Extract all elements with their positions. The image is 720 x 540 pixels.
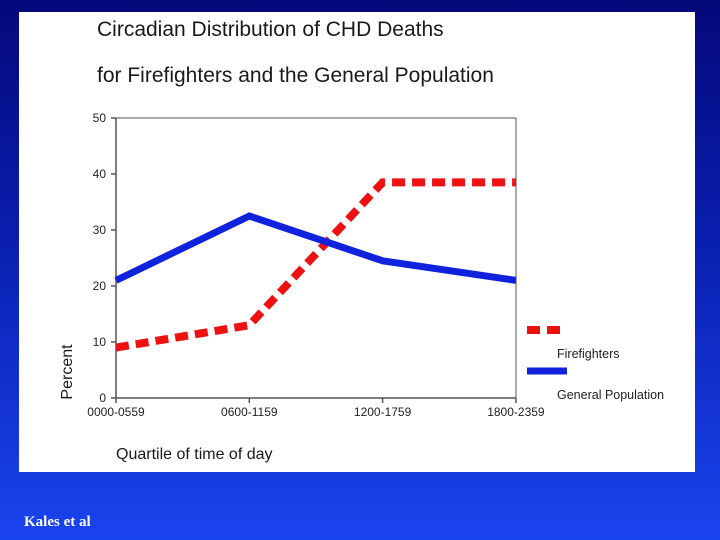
- series-line-firefighters: [115, 178, 516, 352]
- x-tick-label: 1800-2359: [487, 405, 545, 419]
- chart-title: Circadian Distribution of CHD Deaths: [97, 18, 444, 41]
- y-tick-label: 50: [93, 111, 107, 125]
- y-tick-label: 40: [93, 167, 107, 181]
- x-tick-label: 0000-0559: [87, 405, 145, 419]
- x-tick-label: 0600-1159: [221, 405, 278, 419]
- y-tick-label: 10: [93, 335, 107, 349]
- y-tick-label: 20: [93, 279, 107, 293]
- x-tick-label: 1200-1759: [354, 405, 412, 419]
- legend-label-firefighters: Firefighters: [557, 347, 620, 361]
- y-tick-label: 30: [93, 223, 107, 237]
- source-credit: Kales et al: [24, 514, 91, 530]
- chart-subtitle: for Firefighters and the General Populat…: [97, 64, 494, 87]
- y-tick-label: 0: [99, 391, 106, 405]
- y-axis-label: Percent: [59, 344, 76, 400]
- series-line-general-population: [114, 212, 517, 284]
- x-axis-label: Quartile of time of day: [116, 446, 273, 463]
- legend-label-general-population: General Population: [557, 388, 664, 402]
- chart-panel: [19, 12, 695, 472]
